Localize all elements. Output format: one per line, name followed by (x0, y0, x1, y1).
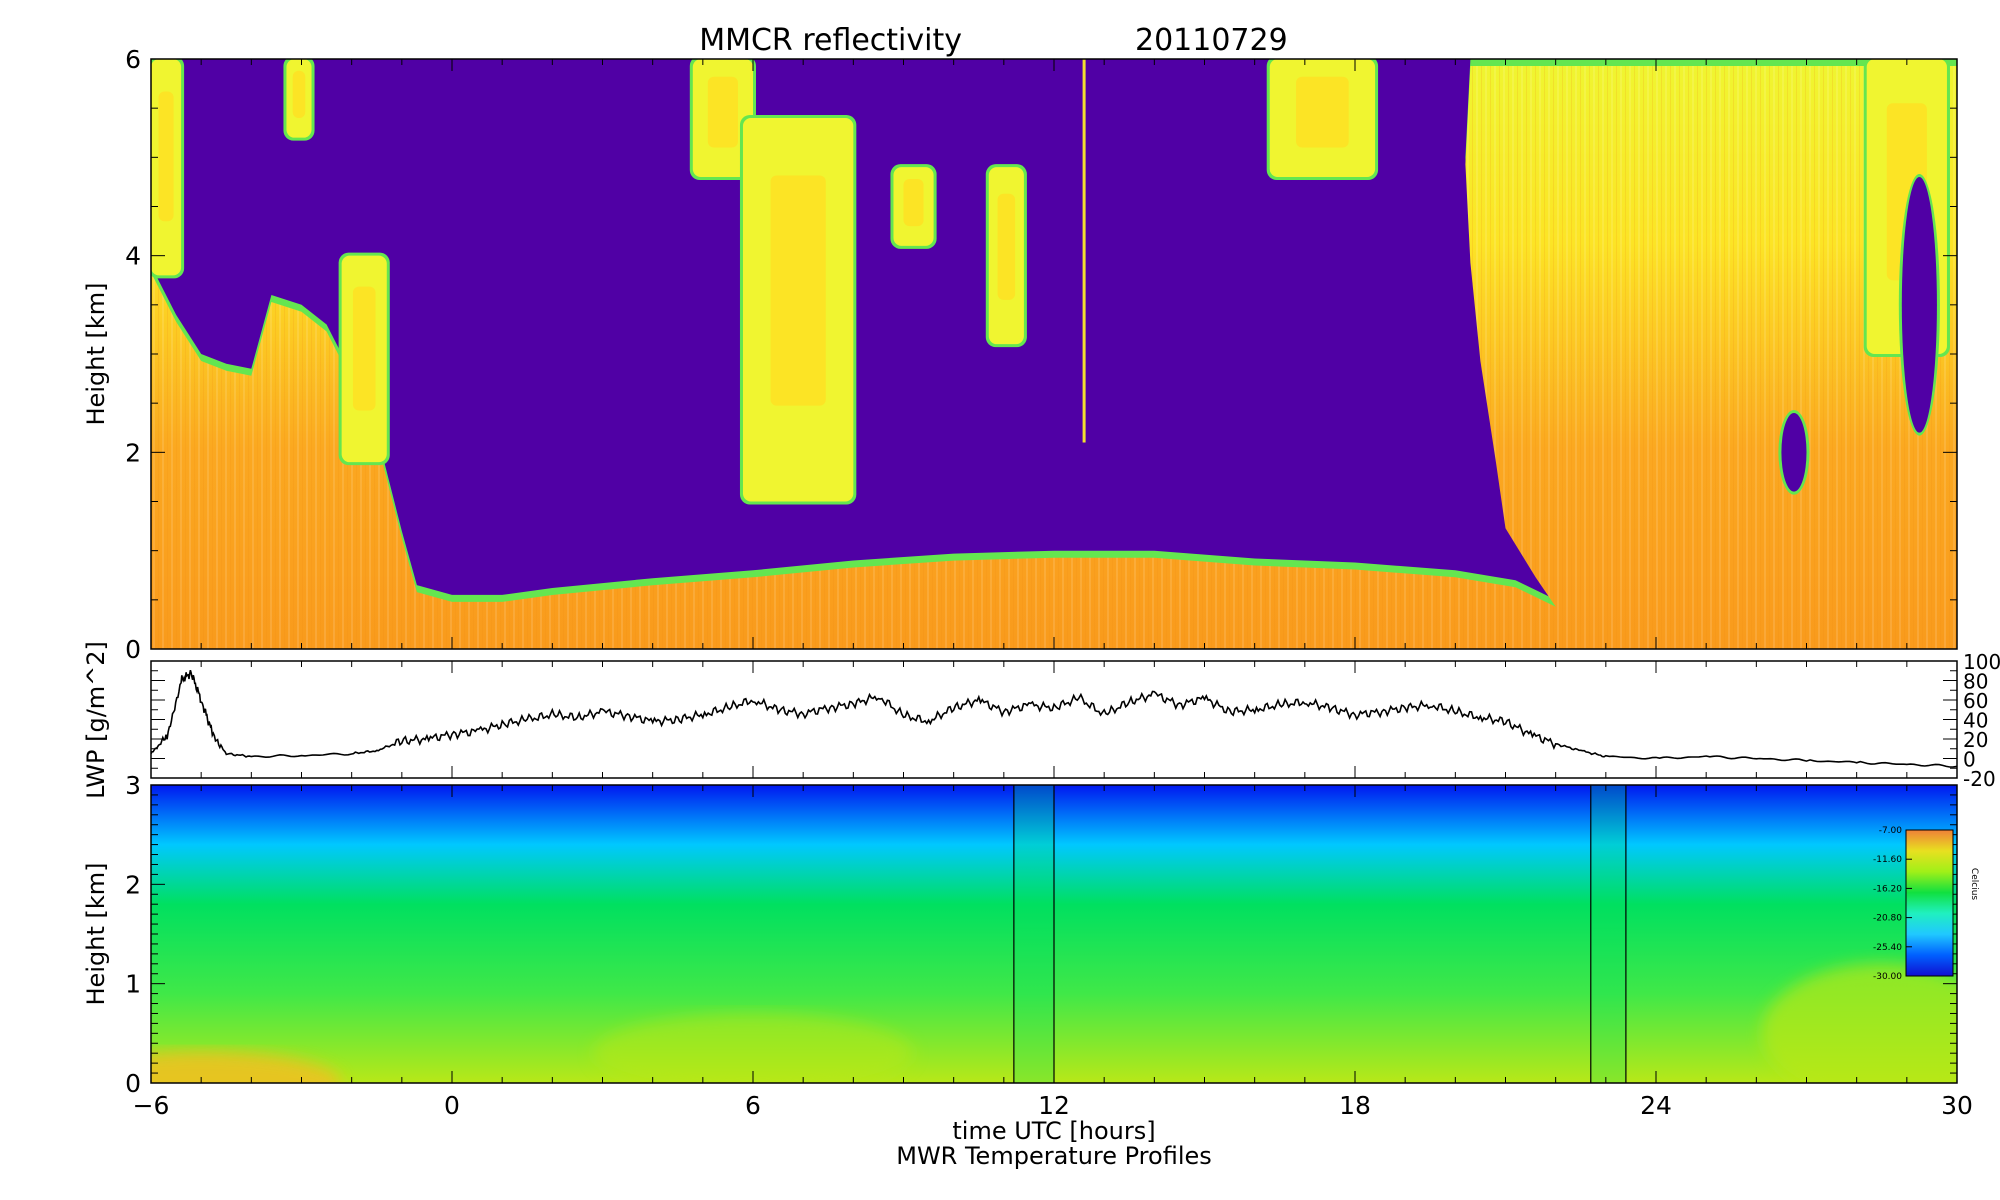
reflectivity-y-tick-label: 4 (125, 242, 141, 271)
lwp-y-tick-label: -20 (1963, 767, 1996, 791)
data-gap-fill (1013, 785, 1054, 1083)
cloud-patch-core (707, 76, 738, 148)
temperature-warm-region (1761, 963, 1957, 1083)
cloud-patch-core (997, 193, 1016, 300)
colorbar-fill (1905, 829, 1954, 977)
reflectivity-y-tick-label: 0 (125, 635, 141, 664)
temperature-warm-spot (151, 1051, 342, 1083)
x-tick-label: 6 (745, 1091, 761, 1120)
lwp-y-tick-label: 20 (1963, 728, 1988, 752)
x-tick-label: 12 (1038, 1091, 1070, 1120)
temperature-title: MWR Temperature Profiles (896, 1142, 1212, 1170)
lwp-frame (150, 660, 1958, 779)
cloud-patch-core (352, 286, 376, 411)
clear-hole (1901, 177, 1937, 433)
x-tick-label: 24 (1640, 1091, 1672, 1120)
data-gap-fill (1590, 785, 1626, 1083)
reflectivity-panel: 0 2 4 6 Height [km] (82, 45, 1958, 664)
temperature-field (151, 785, 1957, 1083)
colorbar-tick-label: -25.40 (1873, 943, 1902, 953)
cloud-patch-core (770, 175, 826, 406)
reflectivity-y-tick-label: 2 (125, 438, 141, 467)
colorbar-tick-label: -7.00 (1879, 826, 1903, 836)
lwp-series-line (150, 669, 1958, 768)
reflectivity-y-tick-label: 6 (125, 45, 141, 74)
reflectivity-cloud-layer (151, 59, 1957, 649)
colorbar-ticks: -7.00 -11.60 -16.20 -20.80 -25.40 -30.00 (1873, 826, 1912, 982)
colorbar-tick-label: -16.20 (1873, 884, 1902, 894)
lwp-y-tick-label: 80 (1963, 670, 1988, 694)
colorbar-tick-label: -20.80 (1873, 914, 1902, 924)
x-tick-label: 30 (1941, 1091, 1973, 1120)
x-axis-label: time UTC [hours] (952, 1117, 1155, 1145)
reflectivity-spike (1082, 59, 1086, 443)
temperature-y-tick-label: 1 (125, 970, 141, 999)
cloud-patch-core (903, 178, 924, 227)
chart-date: 20110729 (1135, 23, 1288, 58)
reflectivity-ticks: 0 2 4 6 (125, 45, 1958, 664)
cloud-patch-core (292, 70, 306, 118)
temperature-y-tick-label: 0 (125, 1069, 141, 1098)
colorbar-tick-label: -30.00 (1873, 972, 1902, 982)
lwp-y-tick-label: 0 (1963, 748, 1976, 772)
lwp-y-tick-label: 60 (1963, 689, 1988, 713)
cloud-patch-core (158, 91, 174, 222)
x-tick-label: 18 (1339, 1091, 1371, 1120)
x-tick-label: −6 (133, 1091, 170, 1120)
cloud-patch-core (1296, 76, 1349, 148)
x-axis-tick-labels: −6 0 6 12 18 24 30 (133, 1091, 1973, 1120)
colorbar-label: Celcius (1969, 868, 1979, 900)
temperature-y-tick-label: 2 (125, 870, 141, 899)
cloud-layer-streaks (151, 66, 1957, 649)
lwp-y-tick-label: 40 (1963, 709, 1988, 733)
lwp-ylabel: LWP [g/m^2] (82, 641, 110, 799)
reflectivity-ylabel: Height [km] (82, 283, 110, 426)
temperature-ylabel: Height [km] (82, 863, 110, 1006)
colorbar: -7.00 -11.60 -16.20 -20.80 -25.40 -30.00 Celc… (1873, 826, 1979, 982)
temperature-warm-region (593, 1013, 913, 1083)
x-tick-label: 0 (444, 1091, 460, 1120)
colorbar-tick-label: -11.60 (1873, 855, 1902, 865)
clear-hole (1781, 413, 1807, 492)
temperature-y-tick-label: 3 (125, 771, 141, 800)
lwp-y-tick-label: 100 (1963, 650, 2000, 674)
chart-title: MMCR reflectivity (699, 23, 962, 58)
